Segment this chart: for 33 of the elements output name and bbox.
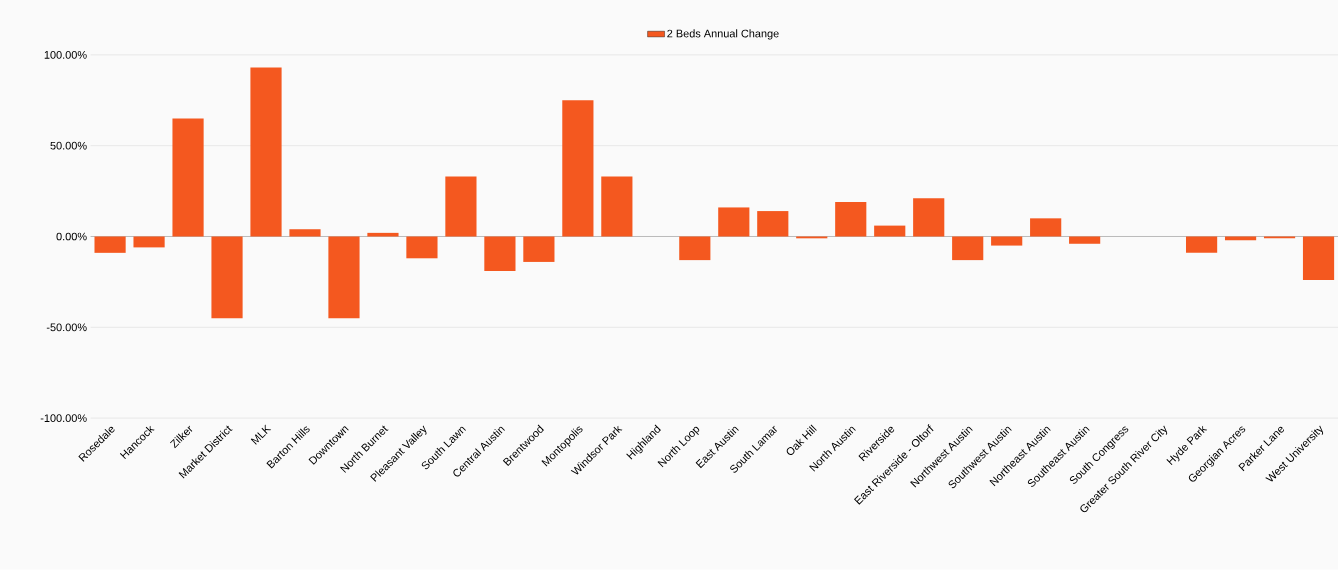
y-tick-label: 100.00% xyxy=(44,51,87,59)
y-tick-label: -100.00% xyxy=(40,414,87,423)
bar xyxy=(874,225,906,237)
legend-label: 2 Beds Annual Change xyxy=(667,29,779,40)
bar xyxy=(913,198,945,237)
y-tick-label: 50.00% xyxy=(50,141,87,150)
bar xyxy=(952,236,984,261)
bar xyxy=(1302,236,1335,281)
x-tick-label: Oak Hill xyxy=(786,424,817,456)
bar xyxy=(1030,218,1062,237)
bar xyxy=(523,236,555,263)
bar xyxy=(1185,236,1218,253)
bar xyxy=(679,236,711,261)
bar xyxy=(484,236,516,272)
bar xyxy=(328,236,360,319)
bar xyxy=(250,67,282,237)
bar xyxy=(601,176,633,237)
y-tick-label: -50.00% xyxy=(46,323,87,332)
bar xyxy=(1224,236,1257,241)
y-tick-label: 0.00% xyxy=(56,232,87,241)
bar xyxy=(445,176,477,237)
bar xyxy=(991,236,1023,246)
bar xyxy=(211,236,243,319)
bar xyxy=(718,207,750,237)
bar xyxy=(1069,236,1101,244)
bar xyxy=(835,202,867,237)
bar xyxy=(133,236,165,248)
bar xyxy=(94,236,126,253)
bar xyxy=(172,118,204,237)
bar xyxy=(289,229,321,237)
bar xyxy=(562,100,594,237)
bar xyxy=(406,236,438,259)
bar xyxy=(757,211,789,237)
